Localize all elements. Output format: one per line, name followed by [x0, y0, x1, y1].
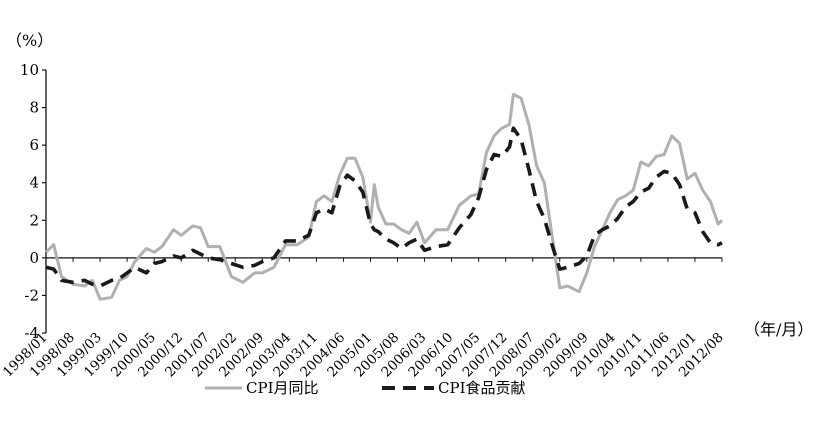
series-line-cpi-yoy — [44, 92, 724, 301]
legend-label-cpi-yoy: CPI月同比 — [246, 379, 319, 397]
y-axis-unit-label: （%） — [6, 31, 53, 50]
y-tick-label: 10 — [20, 61, 39, 79]
y-tick-label: 2 — [29, 211, 39, 229]
x-axis-unit-label: （年/月） — [744, 320, 813, 339]
y-tick-label: 4 — [29, 174, 39, 192]
y-tick-label: 8 — [29, 99, 39, 117]
y-tick-label: -2 — [24, 286, 39, 304]
series-layer — [44, 92, 724, 301]
legend: CPI月同比 CPI食品贡献 — [205, 379, 526, 397]
legend-label-cpi-food: CPI食品贡献 — [438, 379, 526, 397]
series-line-cpi-food-contribution — [45, 126, 723, 288]
y-tick-label: 6 — [29, 136, 39, 154]
y-tick-label: -4 — [24, 324, 39, 342]
x-axis-ticks: 1998/011998/081999/031999/102000/052000/… — [0, 257, 727, 380]
y-axis-ticks: -4 -2 0 2 4 6 8 10 — [20, 61, 46, 342]
y-tick-label: 0 — [29, 249, 39, 267]
axes — [45, 70, 722, 333]
